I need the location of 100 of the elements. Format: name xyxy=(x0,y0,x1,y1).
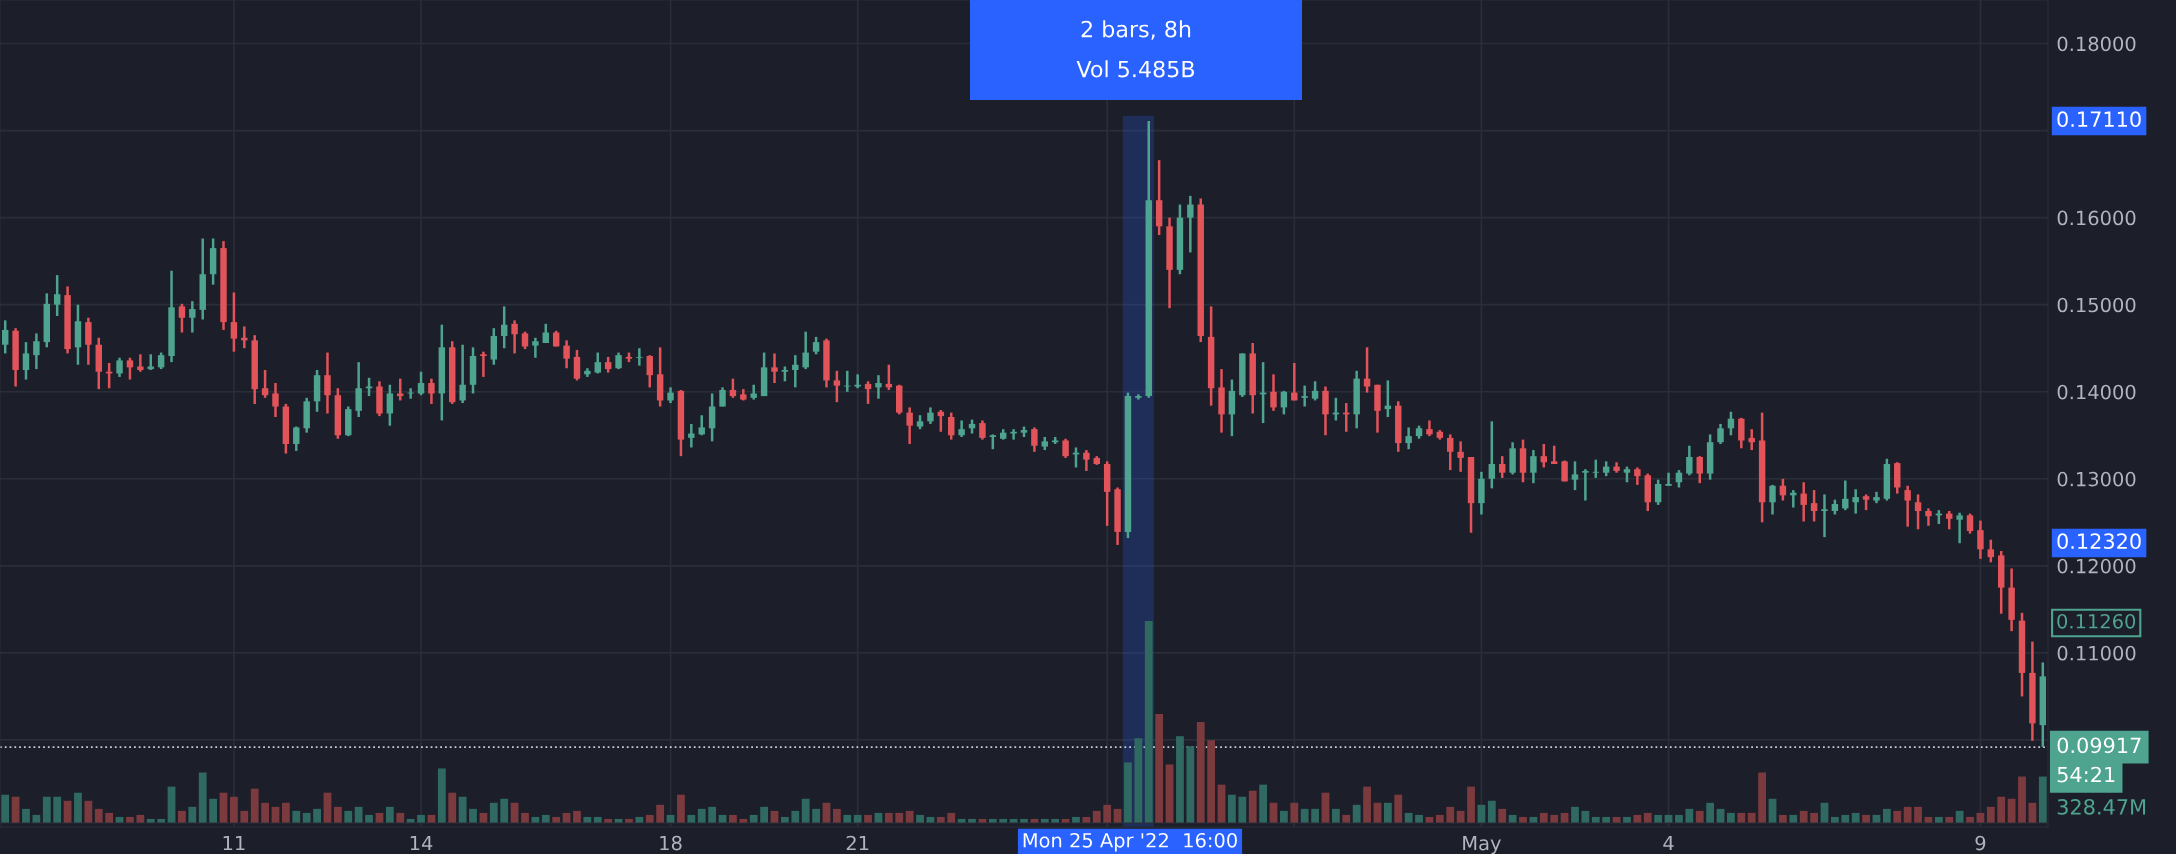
bar xyxy=(947,812,956,823)
candlestick xyxy=(1311,380,1319,402)
bar xyxy=(1487,800,1496,823)
candlestick xyxy=(1800,481,1807,523)
bar xyxy=(1124,762,1132,823)
annotation: Vol 5.485B xyxy=(1076,60,1195,78)
candlestick xyxy=(854,373,861,390)
candlestick xyxy=(1550,444,1558,466)
bar xyxy=(1134,738,1143,823)
bar xyxy=(1758,772,1767,823)
bar xyxy=(1228,794,1236,823)
candlestick xyxy=(802,330,809,371)
candlestick xyxy=(355,360,362,419)
bar xyxy=(1893,810,1902,823)
candlestick xyxy=(417,370,425,397)
bar xyxy=(250,788,259,823)
candlestick xyxy=(646,353,653,389)
candlestick xyxy=(1228,378,1236,438)
bar xyxy=(832,808,841,823)
candlestick xyxy=(33,332,40,371)
text: Mon 25 Apr '22 16:00 xyxy=(1023,832,1237,852)
bar xyxy=(1882,808,1891,823)
y-tick-label: 0.11000 xyxy=(2057,645,2136,661)
bar xyxy=(2007,798,2016,823)
candlestick xyxy=(53,273,61,318)
bar xyxy=(22,808,30,823)
bar xyxy=(1539,812,1548,823)
candlestick xyxy=(272,381,279,419)
candlestick xyxy=(1457,440,1464,474)
candlestick xyxy=(1530,448,1537,485)
bar xyxy=(1851,812,1860,823)
bar xyxy=(1155,713,1164,823)
ref-line-label: 0.09917 xyxy=(2057,737,2141,754)
bar xyxy=(281,802,290,823)
candlestick xyxy=(833,369,841,404)
bar xyxy=(1498,808,1507,823)
bar xyxy=(261,802,269,823)
bar xyxy=(230,796,238,823)
bar xyxy=(1685,808,1694,823)
bar xyxy=(1467,786,1475,823)
candlestick xyxy=(511,319,518,355)
candlestick xyxy=(532,336,539,360)
bar xyxy=(1643,812,1652,823)
candlestick xyxy=(1488,420,1496,490)
x-tick-label: 11 xyxy=(223,835,245,851)
candlestick xyxy=(1363,346,1371,394)
bar xyxy=(1,794,10,823)
candlestick xyxy=(480,350,487,379)
candlestick xyxy=(1738,416,1745,450)
bar xyxy=(573,810,581,823)
bar xyxy=(677,794,685,823)
candlestick xyxy=(1301,384,1308,408)
bar xyxy=(178,810,186,823)
bar xyxy=(760,806,768,823)
candlestick xyxy=(1842,479,1849,512)
bar xyxy=(1290,802,1299,823)
bar xyxy=(1238,796,1247,823)
candlestick xyxy=(1821,493,1828,539)
bar xyxy=(1363,786,1371,823)
bar xyxy=(240,810,249,823)
bar xyxy=(1903,806,1912,823)
bar xyxy=(385,806,394,823)
bar xyxy=(708,806,717,823)
bar xyxy=(209,798,218,823)
bar xyxy=(74,792,82,823)
candlestick xyxy=(1686,444,1693,477)
candlestick xyxy=(230,291,238,353)
candlestick xyxy=(875,373,882,400)
bar xyxy=(437,768,446,823)
candlestick xyxy=(126,356,134,381)
y-tick-label: 0.18000 xyxy=(2057,36,2136,52)
x-tick-label: 4 xyxy=(1663,835,1674,851)
bar xyxy=(1207,740,1216,823)
bar xyxy=(500,798,509,823)
bar xyxy=(884,812,893,823)
bar xyxy=(1176,736,1184,823)
bar xyxy=(1737,812,1746,823)
candlestick xyxy=(1135,393,1142,401)
candlestick xyxy=(1987,538,1995,564)
candlestick xyxy=(1717,422,1724,446)
bar xyxy=(1248,790,1257,823)
candlestick xyxy=(1,319,9,355)
bar xyxy=(895,812,904,823)
bar xyxy=(292,810,301,823)
bar xyxy=(53,796,62,823)
candlestick xyxy=(844,369,851,393)
text: 0.12320 xyxy=(2057,533,2141,550)
bar xyxy=(791,810,800,823)
bar xyxy=(1706,802,1715,823)
bar xyxy=(2018,776,2026,823)
bar xyxy=(344,810,353,823)
x-tick-label: 21 xyxy=(846,835,869,851)
bar xyxy=(1300,808,1309,823)
bar xyxy=(458,796,467,823)
bar xyxy=(656,804,665,823)
bar xyxy=(188,806,197,823)
candlestick xyxy=(906,406,913,446)
candlestick xyxy=(85,316,92,366)
bar xyxy=(1186,746,1195,823)
candlestick xyxy=(1010,427,1017,441)
